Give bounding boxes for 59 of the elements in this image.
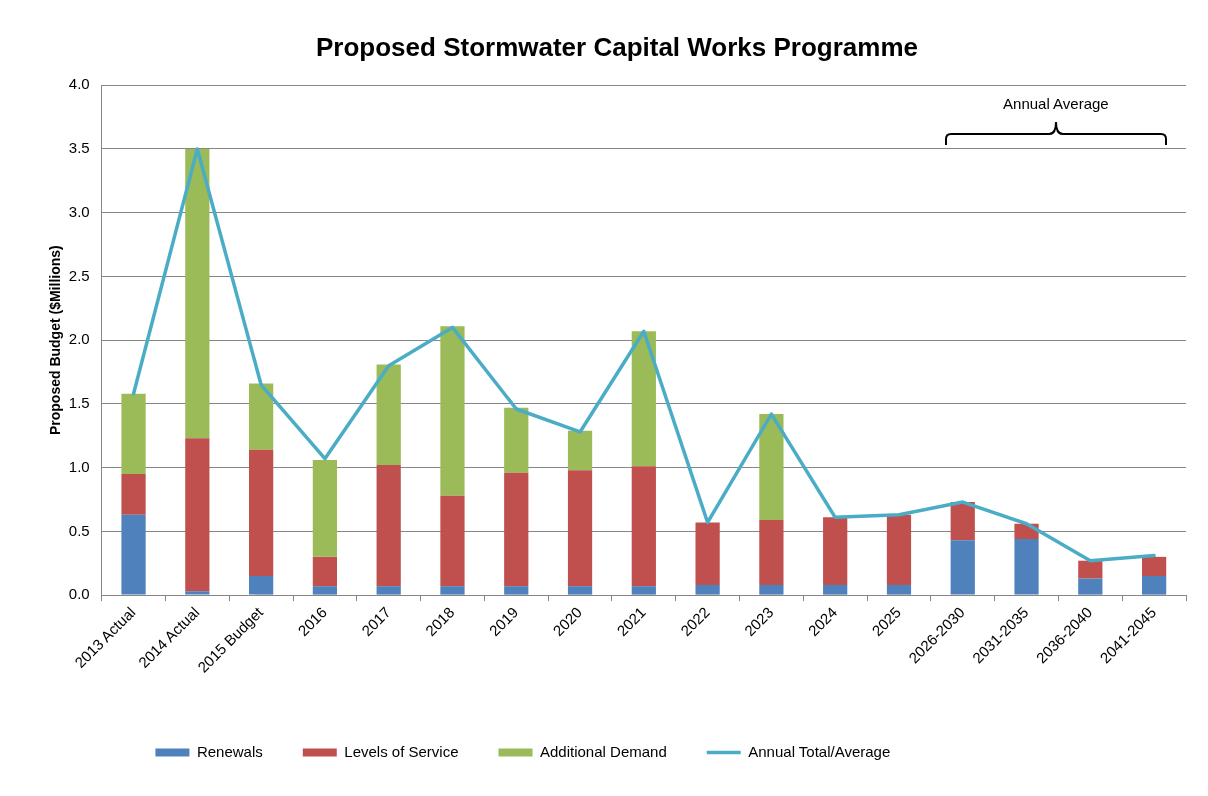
bar <box>312 459 338 557</box>
bar <box>376 586 401 595</box>
bar <box>1014 539 1039 595</box>
bar <box>886 514 912 585</box>
bar <box>695 584 720 595</box>
y-tick-label: 3.0 <box>68 202 90 220</box>
bar <box>376 364 401 466</box>
chart-title: Proposed Stormwater Capital Works Programme <box>315 31 919 62</box>
bar <box>312 556 338 587</box>
bar <box>886 584 912 595</box>
bar <box>823 584 848 595</box>
bar <box>440 495 465 587</box>
bar <box>567 430 593 471</box>
bar <box>504 472 529 587</box>
bar <box>504 407 529 473</box>
bar <box>312 586 338 595</box>
legend-label: Additional Demand <box>540 742 667 760</box>
y-tick-label: 1.0 <box>68 457 90 475</box>
y-tick-label: 2.0 <box>68 330 90 348</box>
bar <box>185 438 210 592</box>
bar <box>249 383 274 450</box>
bar <box>823 517 848 585</box>
bar <box>121 393 146 475</box>
bar <box>121 474 146 515</box>
legend-label: Levels of Service <box>344 742 459 760</box>
bar <box>695 522 720 585</box>
bar <box>249 575 274 595</box>
bar <box>249 449 274 576</box>
bar <box>440 586 465 595</box>
bar <box>1078 578 1103 595</box>
y-tick-label: 0.0 <box>68 585 90 603</box>
bar <box>1141 556 1167 576</box>
legend-label: Annual Total/Average <box>748 742 891 760</box>
bar <box>185 591 210 595</box>
bar <box>567 470 593 587</box>
legend-label: Renewals <box>196 742 263 760</box>
y-tick-label: 3.5 <box>68 139 90 157</box>
bar <box>376 465 401 587</box>
y-tick-label: 0.5 <box>68 521 90 539</box>
bar <box>950 540 975 595</box>
bar <box>631 586 656 595</box>
bar <box>950 502 975 541</box>
bar <box>504 586 529 595</box>
bar <box>1078 560 1103 579</box>
bar <box>631 466 656 587</box>
bar <box>567 586 593 595</box>
annotation: Annual Average <box>1003 95 1109 113</box>
bar <box>759 584 784 595</box>
bar <box>121 514 146 595</box>
bar <box>759 519 784 585</box>
bar <box>185 148 210 439</box>
y-tick-label: 1.5 <box>68 394 90 412</box>
y-axis-title: Proposed Budget ($Millions) <box>47 245 64 436</box>
bar <box>440 326 465 496</box>
y-tick-label: 4.0 <box>68 75 90 93</box>
bar <box>631 331 656 467</box>
bar <box>1141 575 1167 595</box>
bar <box>759 414 784 520</box>
y-tick-label: 2.5 <box>68 266 90 284</box>
